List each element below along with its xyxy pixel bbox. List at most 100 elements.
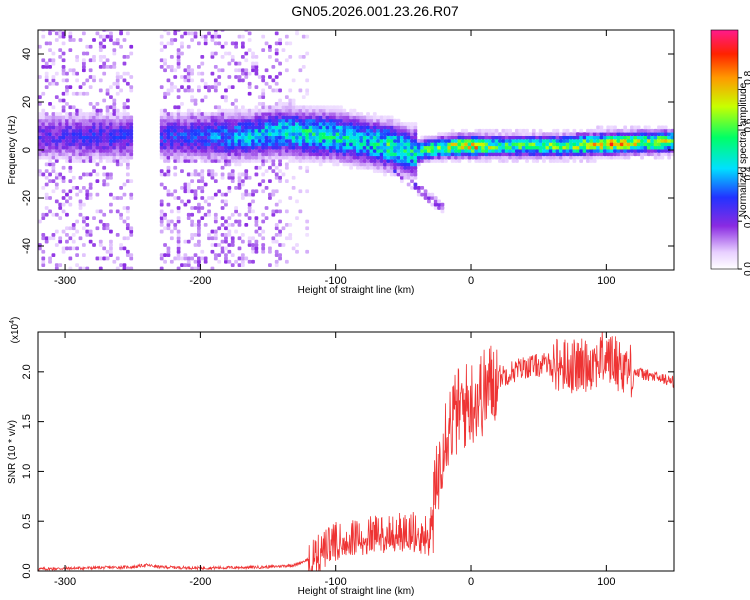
spectrogram-cell — [61, 98, 66, 103]
spectrogram-cell — [176, 108, 181, 113]
spectrogram-cell — [200, 132, 205, 136]
spectrogram-cell — [579, 155, 584, 160]
spectrogram-cell — [403, 165, 408, 170]
spectrogram-cell — [268, 246, 272, 251]
spectrogram-cell — [565, 149, 570, 153]
spectrogram-cell — [98, 152, 103, 157]
spectrogram-cell — [75, 142, 79, 147]
spectrogram-cell — [345, 152, 350, 157]
spectrogram-cell — [92, 75, 96, 79]
spectrogram-cell — [85, 159, 90, 163]
spectrogram-cell — [78, 189, 83, 194]
spectrogram-cell — [342, 125, 347, 130]
spectrogram-cell — [180, 118, 184, 123]
spectrogram-cell — [284, 162, 289, 167]
spectrogram-cell — [197, 263, 201, 268]
spectrogram-cell — [643, 128, 648, 133]
snr-y-tick-label: 2.0 — [21, 364, 33, 379]
spectrogram-cell — [207, 145, 211, 150]
spectrogram-cell — [288, 138, 293, 143]
spectrogram-cell — [643, 125, 648, 130]
spectrogram-cell — [586, 152, 590, 157]
spectrogram-cell — [98, 219, 103, 224]
spectrogram-cell — [494, 145, 499, 150]
spectrogram-cell — [41, 233, 46, 237]
spectrogram-cell — [528, 152, 533, 157]
spectrogram-cell — [48, 81, 52, 86]
spectrogram-cell — [508, 138, 513, 143]
spectrogram-cell — [660, 138, 665, 143]
spectrogram-cell — [288, 98, 293, 103]
spectrogram-cell — [166, 226, 171, 231]
spectrogram-cell — [129, 88, 134, 93]
spectrogram-cell — [247, 132, 252, 136]
spectrogram-cell — [71, 159, 76, 163]
spectrogram-cell — [81, 253, 86, 257]
spectrogram-cell — [75, 54, 79, 59]
spectrogram-cell — [95, 108, 100, 113]
spectrogram-cell — [318, 112, 323, 116]
spectrogram-cell — [281, 118, 286, 123]
spectrogram-cell — [203, 155, 208, 160]
spectrogram-cell — [210, 51, 215, 56]
spectrogram-cell — [186, 75, 191, 79]
spectrogram-cell — [105, 108, 110, 113]
spectrogram-cell — [112, 61, 117, 66]
spectrogram-cell — [51, 132, 56, 136]
spectrogram-cell — [613, 152, 617, 157]
spectrogram-cell — [220, 172, 225, 177]
spectrogram-cell — [271, 142, 276, 147]
spectrogram-cell — [288, 105, 293, 110]
spectrogram-cell — [234, 209, 238, 214]
spectrogram-cell — [389, 172, 394, 177]
spectrogram-cell — [322, 155, 326, 160]
spectrogram-cell — [281, 112, 286, 116]
spectrogram-cell — [217, 253, 222, 257]
spectrogram-cell — [230, 142, 235, 147]
spectrogram-cell — [115, 132, 120, 136]
spectrogram-cell — [193, 222, 198, 227]
spectrogram-cell — [190, 118, 195, 123]
spectrogram-cell — [257, 118, 262, 123]
spectrogram-cell — [342, 128, 347, 133]
spectrogram-cell — [166, 152, 171, 157]
spectrogram-cell — [61, 165, 66, 170]
spectrogram-cell — [366, 138, 370, 143]
spectrogram-cell — [352, 152, 357, 157]
spectrogram-cell — [268, 44, 272, 49]
spectrogram-cell — [471, 138, 475, 143]
snr-x-tick-label: -300 — [54, 576, 76, 588]
spectrogram-cell — [203, 128, 208, 133]
spectrogram-cell — [224, 115, 228, 120]
spectrogram-cell — [332, 132, 337, 136]
spectrogram-cell — [288, 41, 293, 46]
spectrogram-cell — [670, 135, 674, 140]
spectrogram-cell — [81, 172, 86, 177]
spectrogram-cell — [234, 145, 238, 150]
spectrogram-cell — [376, 152, 381, 157]
spectrogram-cell — [240, 68, 245, 73]
spectrogram-cell — [61, 41, 66, 46]
spectrogram-cell — [508, 142, 513, 147]
spectrogram-cell — [220, 159, 225, 163]
spectrogram-cell — [315, 132, 320, 136]
spectrogram-cell — [640, 135, 644, 140]
spectrogram-cell — [200, 135, 205, 140]
spectrogram-cell — [193, 155, 198, 160]
spectrogram-cell — [180, 256, 184, 261]
spectrogram-cell — [562, 142, 567, 147]
spectrogram-cell — [190, 189, 195, 194]
spectrogram-cell — [71, 155, 76, 160]
spectrogram-cell — [251, 246, 255, 251]
spectrogram-cell — [555, 142, 560, 147]
spectrogram-cell — [494, 149, 499, 153]
spectrogram-cell — [335, 155, 340, 160]
spectrogram-cell — [166, 192, 171, 197]
spectrogram-cell — [345, 145, 350, 150]
spectrogram-cell — [399, 152, 404, 157]
spectrogram-cell — [186, 118, 191, 123]
spectrogram-cell — [288, 142, 293, 147]
spectrogram-cell — [105, 226, 110, 231]
spectrogram-cell — [650, 149, 655, 153]
spectrogram-cell — [399, 165, 404, 170]
